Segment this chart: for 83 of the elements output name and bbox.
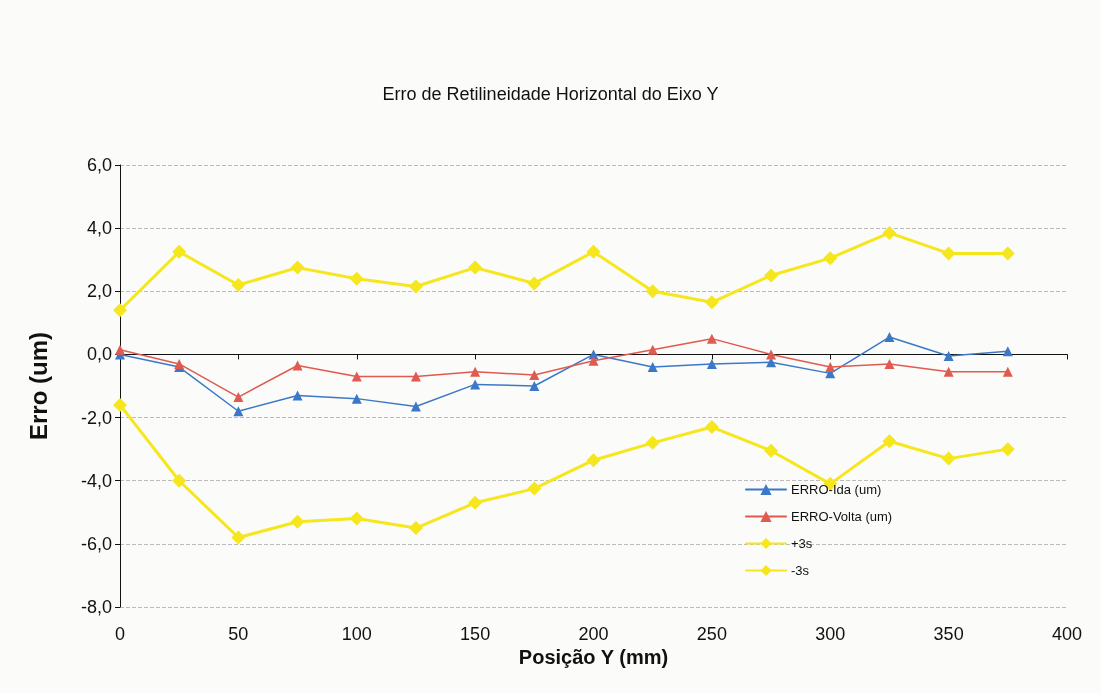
point	[529, 369, 540, 380]
point	[290, 514, 305, 529]
y-tick-label: 6,0	[86, 155, 112, 175]
point	[468, 260, 483, 275]
point	[1002, 346, 1013, 357]
y-tick-label: 4,0	[86, 218, 112, 239]
point	[527, 276, 542, 291]
point	[943, 351, 954, 362]
x-tick-label: 250	[696, 624, 727, 644]
y-tick-label: -8,0	[80, 597, 112, 617]
point	[941, 451, 956, 466]
y-tick-label: 0,0	[86, 344, 112, 365]
point	[941, 246, 956, 261]
point	[292, 390, 303, 401]
point	[410, 371, 421, 382]
legend-label: -3s	[791, 563, 810, 578]
point	[706, 333, 717, 344]
y-tick-label: -2,0	[80, 407, 112, 428]
point	[468, 495, 483, 510]
x-tick-label: 150	[460, 624, 491, 644]
point	[290, 260, 305, 275]
point	[704, 420, 719, 435]
x-tick-label: 100	[341, 624, 372, 644]
chart-title: Erro de Retilineidade Horizontal do Eixo Y	[382, 84, 719, 104]
point	[882, 225, 897, 240]
point	[882, 434, 897, 449]
point	[172, 473, 187, 488]
point	[586, 244, 601, 259]
y-tick-label: -4,0	[80, 470, 112, 491]
point	[351, 371, 362, 382]
point	[706, 358, 717, 369]
point	[766, 349, 777, 360]
point	[174, 358, 185, 369]
point	[588, 355, 599, 366]
point	[410, 401, 421, 412]
x-tick-label: 350	[933, 624, 964, 644]
point	[1002, 366, 1013, 377]
point	[1000, 246, 1015, 261]
point	[349, 271, 364, 286]
point	[408, 521, 423, 536]
point	[645, 284, 660, 299]
x-tick-label: 0	[114, 624, 126, 644]
point	[470, 379, 481, 390]
point	[231, 277, 246, 292]
point	[470, 366, 481, 377]
y-tick-label: 2,0	[86, 281, 112, 302]
point	[172, 244, 187, 259]
point	[351, 393, 362, 404]
point	[233, 392, 244, 403]
point	[231, 530, 246, 545]
x-tick-label: 200	[578, 624, 609, 644]
y-tick-label: -6,0	[80, 533, 112, 554]
x-tick-label: 400	[1051, 624, 1083, 644]
point	[764, 268, 779, 283]
x-axis-title: Posição Y (mm)	[518, 646, 669, 668]
point	[825, 362, 836, 373]
point	[586, 453, 601, 468]
point	[408, 279, 423, 294]
y-axis-title: Erro (um)	[24, 332, 52, 440]
point	[647, 362, 658, 373]
point	[823, 251, 838, 266]
point	[113, 397, 127, 412]
point	[884, 332, 895, 343]
legend-label: ERRO-Volta (um)	[791, 509, 893, 524]
point	[349, 511, 364, 526]
point	[764, 443, 779, 458]
point	[1000, 442, 1015, 457]
point	[527, 481, 542, 496]
point	[529, 381, 540, 391]
point	[115, 344, 125, 355]
point	[884, 358, 895, 369]
x-tick-label: 50	[228, 624, 249, 644]
point	[645, 435, 660, 450]
point	[292, 360, 303, 371]
point	[943, 366, 954, 377]
point	[704, 295, 719, 310]
point	[588, 349, 599, 360]
point	[233, 406, 244, 417]
point	[647, 344, 658, 355]
legend-label: ERRO-Ida (um)	[791, 482, 882, 497]
legend-label: +3s	[791, 536, 813, 551]
x-tick-label: 300	[815, 624, 846, 644]
point	[113, 303, 127, 318]
